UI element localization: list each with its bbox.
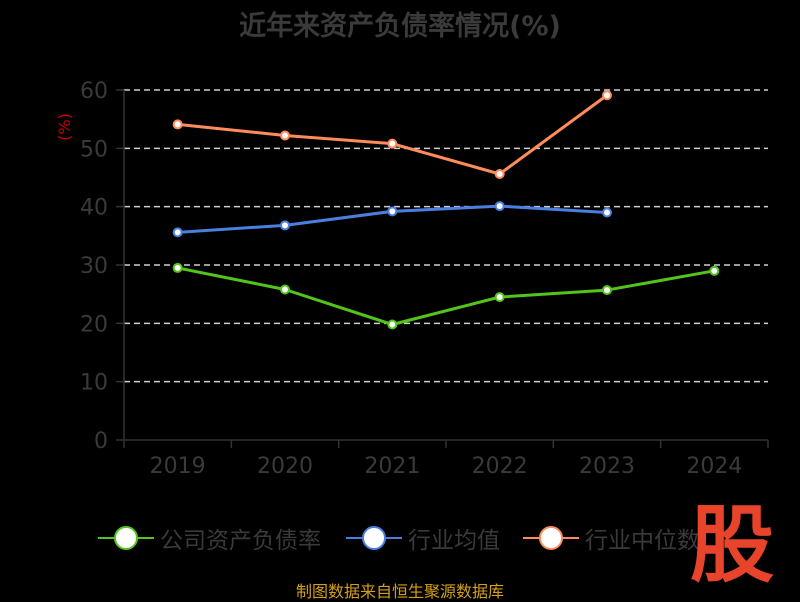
data-point-marker bbox=[387, 206, 398, 217]
legend-marker-icon bbox=[539, 526, 563, 550]
y-tick-label: 10 bbox=[80, 371, 108, 396]
legend-marker-icon bbox=[114, 526, 138, 550]
y-tick-label: 40 bbox=[80, 196, 108, 221]
y-tick-label: 0 bbox=[94, 429, 108, 454]
series-line-2 bbox=[177, 94, 608, 176]
x-tick-label: 2019 bbox=[150, 454, 206, 479]
data-point-marker bbox=[602, 285, 612, 296]
tick-labels: 0 10 20 30 40 50 60 2019 2020 2021 2022 2023 2024 bbox=[80, 79, 742, 479]
x-tick-label: 2022 bbox=[472, 454, 528, 479]
data-point-marker bbox=[387, 138, 398, 149]
chart-title: 近年来资产负债率情况(%) bbox=[239, 11, 561, 42]
watermark-logo: 股 bbox=[690, 496, 775, 594]
data-point-marker bbox=[494, 201, 505, 212]
axes bbox=[116, 89, 769, 448]
legend-item-industry-average[interactable]: 行业均值 bbox=[346, 518, 500, 558]
legend-label: 行业中位数 bbox=[585, 528, 700, 554]
x-tick-label: 2021 bbox=[364, 454, 420, 479]
legend-marker-icon bbox=[362, 526, 386, 550]
data-point-marker bbox=[387, 319, 398, 330]
data-point-marker bbox=[280, 130, 290, 141]
data-point-marker bbox=[494, 292, 505, 303]
source-note: 制图数据来自恒生聚源数据库 bbox=[295, 582, 504, 601]
data-point-marker bbox=[602, 90, 612, 101]
data-point-marker bbox=[172, 262, 183, 273]
series-lines bbox=[172, 90, 720, 330]
y-tick-label: 60 bbox=[80, 79, 108, 104]
y-axis-label: (%) bbox=[55, 113, 74, 141]
x-tick-label: 2020 bbox=[257, 454, 313, 479]
y-tick-label: 30 bbox=[80, 254, 108, 279]
x-tick-label: 2024 bbox=[686, 454, 742, 479]
data-point-marker bbox=[172, 227, 183, 238]
data-point-marker bbox=[172, 119, 183, 130]
y-tick-label: 20 bbox=[80, 312, 108, 337]
x-tick-label: 2023 bbox=[579, 454, 635, 479]
data-point-marker bbox=[494, 169, 505, 179]
legend-label: 公司资产负债率 bbox=[160, 528, 321, 554]
y-tick-label: 50 bbox=[80, 137, 108, 162]
data-point-marker bbox=[709, 265, 720, 276]
data-point-marker bbox=[280, 284, 290, 295]
data-point-marker bbox=[602, 207, 612, 218]
legend-item-industry-median[interactable]: 行业中位数 bbox=[523, 518, 700, 558]
legend-item-company[interactable]: 公司资产负债率 bbox=[98, 518, 321, 558]
legend-label: 行业均值 bbox=[408, 528, 500, 554]
series-line-0 bbox=[177, 266, 715, 326]
grid-lines bbox=[124, 89, 768, 383]
data-point-marker bbox=[280, 220, 290, 231]
